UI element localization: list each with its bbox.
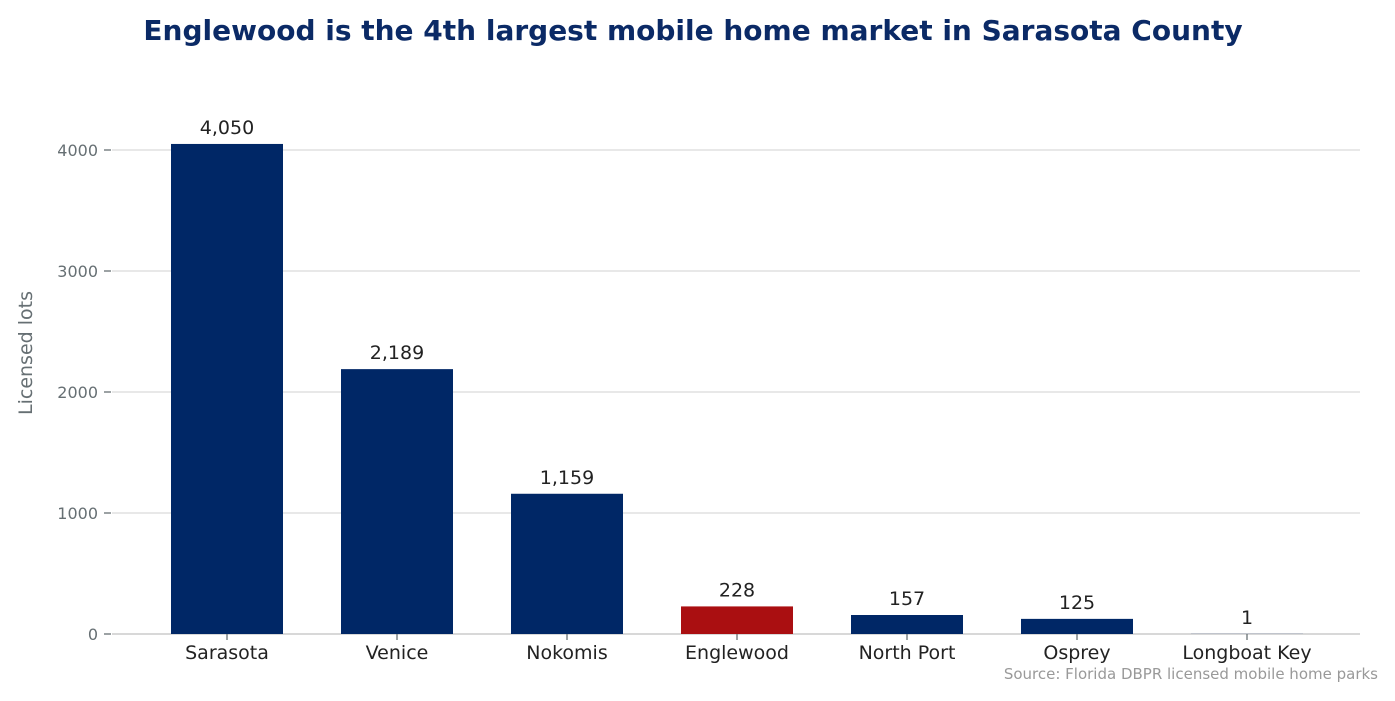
data-label: 1,159 <box>540 467 594 489</box>
x-tick-label: Venice <box>366 642 429 664</box>
x-tick-label: Sarasota <box>185 642 269 664</box>
data-label: 157 <box>889 588 925 610</box>
bars <box>171 143 1303 634</box>
x-tick-label: Longboat Key <box>1182 642 1311 664</box>
bar-englewood <box>681 606 793 634</box>
grid-lines <box>112 149 1360 635</box>
x-axis-ticks: Sarasota Venice Nokomis Englewood North Port… <box>185 634 1312 664</box>
source-note: Source: Florida DBPR licensed mobile hom… <box>1004 665 1378 683</box>
y-axis-label: Licensed lots <box>15 291 37 415</box>
y-tick-label: 3000 <box>57 262 98 281</box>
data-label: 1 <box>1241 607 1253 629</box>
bar-osprey <box>1021 618 1133 634</box>
y-tick-label: 4000 <box>57 141 98 160</box>
y-tick-label: 0 <box>88 625 98 644</box>
y-tick-label: 2000 <box>57 383 98 402</box>
data-labels: 4,050 2,189 1,159 228 157 125 1 <box>200 117 1253 629</box>
x-tick-label: Englewood <box>685 642 789 664</box>
bar-north-port <box>851 615 963 634</box>
y-tick-label: 1000 <box>57 504 98 523</box>
y-axis-ticks: 0 1000 2000 3000 4000 <box>57 141 111 644</box>
x-tick-label: North Port <box>859 642 956 664</box>
x-tick-label: Nokomis <box>526 642 607 664</box>
data-label: 125 <box>1059 592 1095 614</box>
bar-sarasota <box>171 143 283 634</box>
data-label: 228 <box>719 579 755 601</box>
chart-title: Englewood is the 4th largest mobile home… <box>143 14 1242 47</box>
data-label: 4,050 <box>200 117 254 139</box>
bar-nokomis <box>511 493 623 634</box>
bar-venice <box>341 369 453 634</box>
x-tick-label: Osprey <box>1043 642 1110 664</box>
data-label: 2,189 <box>370 342 424 364</box>
